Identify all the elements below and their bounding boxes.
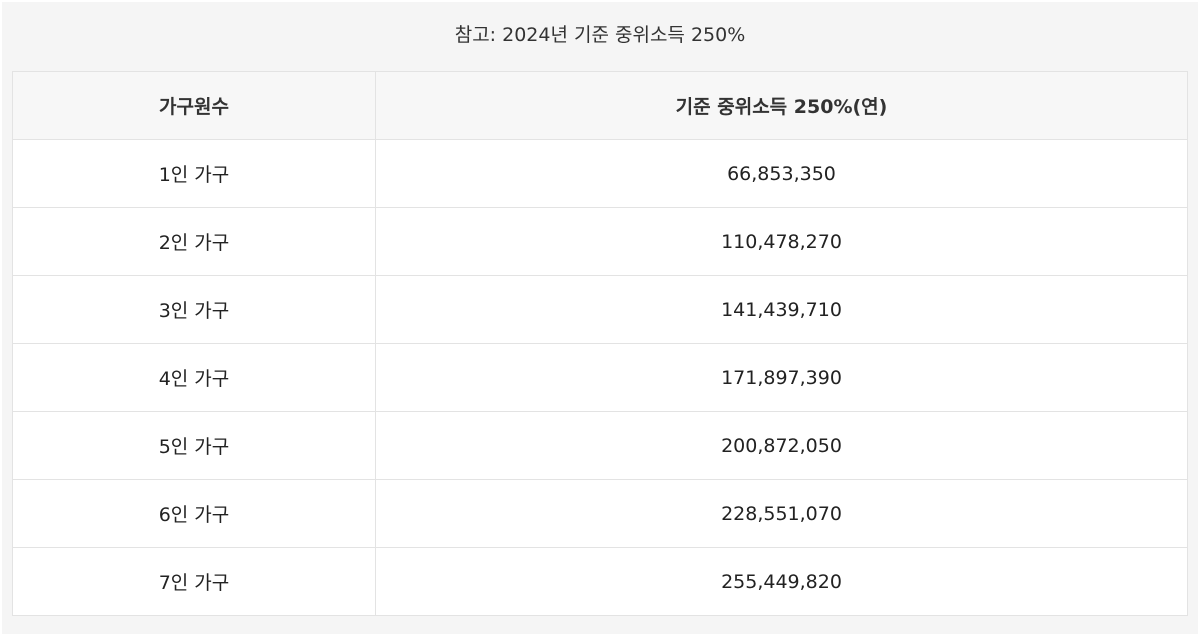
table-row: 1인 가구 66,853,350 — [12, 139, 1188, 208]
table-header-row: 가구원수 기준 중위소득 250%(연) — [12, 71, 1188, 140]
household-size-cell: 2인 가구 — [12, 207, 376, 276]
income-value-cell: 255,449,820 — [375, 547, 1188, 616]
income-value-cell: 171,897,390 — [375, 343, 1188, 412]
table-row: 4인 가구 171,897,390 — [12, 343, 1188, 412]
household-size-cell: 4인 가구 — [12, 343, 376, 412]
header-median-income: 기준 중위소득 250%(연) — [375, 71, 1188, 140]
income-value-cell: 200,872,050 — [375, 411, 1188, 480]
table-row: 2인 가구 110,478,270 — [12, 207, 1188, 276]
income-value-cell: 228,551,070 — [375, 479, 1188, 548]
table-row: 5인 가구 200,872,050 — [12, 411, 1188, 480]
household-size-cell: 6인 가구 — [12, 479, 376, 548]
table-row: 7인 가구 255,449,820 — [12, 547, 1188, 616]
table-caption: 참고: 2024년 기준 중위소득 250% — [454, 24, 746, 46]
household-size-cell: 5인 가구 — [12, 411, 376, 480]
household-size-cell: 7인 가구 — [12, 547, 376, 616]
header-household-size: 가구원수 — [12, 71, 376, 140]
income-value-cell: 66,853,350 — [375, 139, 1188, 208]
table-row: 3인 가구 141,439,710 — [12, 275, 1188, 344]
income-table: 가구원수 기준 중위소득 250%(연) 1인 가구 66,853,350 2인… — [12, 71, 1188, 616]
income-value-cell: 110,478,270 — [375, 207, 1188, 276]
household-size-cell: 3인 가구 — [12, 275, 376, 344]
income-value-cell: 141,439,710 — [375, 275, 1188, 344]
household-size-cell: 1인 가구 — [12, 139, 376, 208]
table-row: 6인 가구 228,551,070 — [12, 479, 1188, 548]
